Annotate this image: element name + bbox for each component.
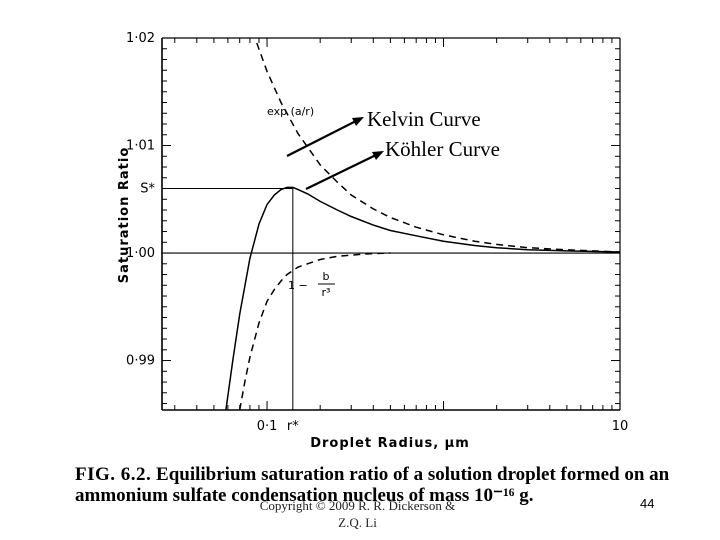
kohler-arrow [305, 154, 377, 190]
kelvin-formula-label: exp (a/r) [267, 105, 314, 118]
saturation-chart: 1·02 1·01 S* 1·00 0·99 0·1 r* 10 Saturation Rat… [117, 31, 628, 451]
series-line-1 [225, 186, 620, 410]
y-tick-label: S* [140, 182, 155, 197]
x-tick-label: 0·1 [257, 419, 278, 434]
tick-labels: 1·02 1·01 S* 1·00 0·99 0·1 r* 10 [126, 31, 628, 434]
copyright-line-2: Z.Q. Li [338, 515, 377, 530]
kelvin-curve-annotation: Kelvin Curve [367, 107, 481, 131]
x-tick-label: r* [287, 419, 299, 434]
kohler-curve-annotation: Köhler Curve [385, 137, 500, 161]
x-tick-label: 10 [612, 419, 629, 434]
page-number: 44 [640, 496, 655, 511]
y-tick-label: 0·99 [126, 354, 155, 369]
plot-frame [161, 37, 621, 411]
figure-number: FIG. 6.2. [75, 464, 152, 485]
series-line-2 [238, 252, 391, 410]
kelvin-callout: Kelvin Curve [286, 107, 481, 157]
figure-caption: FIG. 6.2. Equilibrium saturation ratio o… [75, 464, 675, 506]
x-axis-label: Droplet Radius, μm [310, 436, 470, 451]
kohler-formula-label: 1 − b r³ [288, 270, 335, 299]
reference-lines [162, 188, 620, 410]
kelvin-arrow [286, 120, 357, 157]
figure-caption-text: Equilibrium saturation ratio of a soluti… [75, 464, 670, 506]
ticks [162, 38, 621, 410]
y-tick-label: 1·01 [126, 139, 155, 154]
kohler-formula-numerator: b [323, 270, 330, 283]
kohler-callout: Köhler Curve [305, 137, 500, 190]
copyright-notice: Copyright © 2009 R. R. Dickerson & Z.Q. … [230, 497, 485, 531]
kohler-formula-denominator: r³ [322, 286, 331, 299]
copyright-line-1: Copyright © 2009 R. R. Dickerson & [259, 498, 456, 513]
y-tick-label: 1·02 [126, 31, 155, 46]
kelvin-arrowhead [352, 117, 364, 126]
series-line-0 [254, 38, 620, 253]
curves [225, 38, 620, 410]
kohler-arrowhead [372, 151, 384, 160]
y-tick-label: 1·00 [126, 246, 155, 261]
kohler-formula-prefix: 1 − [288, 279, 308, 292]
y-axis-label: Saturation Ratio [117, 147, 132, 284]
